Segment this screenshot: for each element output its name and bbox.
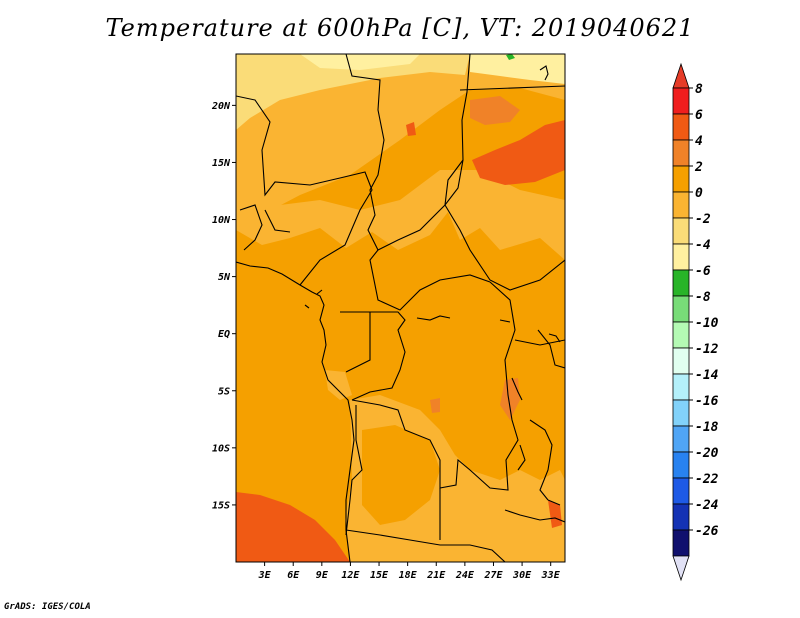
field-top-right-pale bbox=[470, 54, 565, 84]
colorbar-label: 8 bbox=[695, 82, 703, 97]
border-central-1 bbox=[369, 249, 491, 311]
field-far-north-pale bbox=[300, 54, 420, 70]
colorbar-swatch bbox=[672, 347, 690, 375]
field-ne-warm bbox=[472, 120, 565, 185]
colorbar-swatch bbox=[672, 217, 690, 245]
colorbar-label: -10 bbox=[695, 316, 719, 331]
colorbar-swatch bbox=[672, 191, 690, 219]
colorbar-label: -14 bbox=[695, 368, 719, 383]
colorbar-swatch bbox=[672, 321, 690, 349]
longitude-axis: 3E 6E 9E 12E 15E 18E 21E 24E 27E 30E 33E bbox=[258, 562, 561, 581]
colorbar-swatch bbox=[672, 165, 690, 193]
credit-label: GrADS: IGES/COLA bbox=[4, 602, 91, 612]
field-east-spot-1 bbox=[500, 378, 520, 420]
field-sw-warm bbox=[236, 492, 350, 562]
colorbar-swatch bbox=[672, 529, 690, 557]
lat-tick-label: EQ bbox=[218, 329, 230, 340]
coastline bbox=[236, 261, 355, 562]
field-north-mild bbox=[236, 170, 565, 260]
border-east-1 bbox=[444, 159, 565, 291]
colorbar-label: -12 bbox=[695, 342, 719, 357]
colorbar-label: -18 bbox=[695, 420, 719, 435]
country-borders bbox=[236, 54, 565, 562]
field-ne-warm-2 bbox=[470, 96, 520, 125]
lake-1 bbox=[416, 315, 451, 321]
colorbar-label: -26 bbox=[695, 524, 719, 539]
field-east-spot-2 bbox=[548, 500, 562, 528]
colorbar-swatch bbox=[672, 87, 690, 115]
colorbar-swatch bbox=[672, 373, 690, 401]
lat-tick-label: 5N bbox=[218, 272, 231, 283]
border-drc-east bbox=[351, 281, 519, 491]
field-far-north bbox=[236, 54, 470, 130]
border-south-1 bbox=[345, 529, 506, 562]
field-east-spot-3 bbox=[406, 122, 416, 136]
colorbar-label: -2 bbox=[695, 212, 711, 227]
lon-tick-label: 18E bbox=[399, 570, 418, 581]
border-east-lakes bbox=[514, 329, 565, 501]
lon-tick-label: 21E bbox=[426, 570, 446, 581]
colorbar: 8 6 4 2 0 -2 -4 -6 -8 -10 -12 -14 -16 -18 -20 -22 -24 -26 bbox=[672, 62, 719, 582]
border-central-2 bbox=[340, 311, 406, 401]
field-coast-mild bbox=[325, 370, 352, 400]
colorbar-bottom-arrow bbox=[672, 555, 690, 582]
colorbar-swatch bbox=[672, 269, 690, 297]
lat-tick-label: 10S bbox=[212, 443, 230, 454]
lat-tick-label: 20N bbox=[211, 101, 231, 112]
border-north-1 bbox=[236, 95, 373, 286]
border-north-3 bbox=[459, 85, 565, 91]
field-center-spot bbox=[430, 398, 440, 413]
colorbar-swatch bbox=[672, 295, 690, 323]
border-angola bbox=[345, 405, 363, 536]
colorbar-label: 6 bbox=[695, 108, 703, 123]
latitude-axis: 20N 15N 10N 5N EQ 5S 10S 15S bbox=[211, 101, 236, 511]
temperature-field bbox=[236, 54, 565, 562]
lon-tick-label: 12E bbox=[341, 570, 360, 581]
colorbar-label: -22 bbox=[695, 472, 719, 487]
field-green-spot bbox=[506, 54, 515, 60]
colorbar-swatch bbox=[672, 477, 690, 505]
border-north-2 bbox=[345, 54, 471, 251]
colorbar-swatch bbox=[672, 503, 690, 531]
colorbar-swatch bbox=[672, 243, 690, 271]
lat-tick-label: 15S bbox=[212, 500, 230, 511]
colorbar-label: -24 bbox=[695, 498, 719, 513]
field-south-core bbox=[362, 425, 440, 525]
colorbar-label: -20 bbox=[695, 446, 719, 461]
colorbar-label: 2 bbox=[694, 160, 703, 175]
lon-tick-label: 33E bbox=[541, 570, 561, 581]
colorbar-label: 0 bbox=[695, 186, 703, 201]
colorbar-swatch bbox=[672, 113, 690, 141]
border-south-3 bbox=[504, 509, 565, 523]
lon-tick-label: 3E bbox=[258, 570, 272, 581]
colorbar-top-arrow bbox=[672, 62, 690, 89]
colorbar-swatch bbox=[672, 139, 690, 167]
colorbar-label: 4 bbox=[695, 134, 703, 149]
colorbar-label: -16 bbox=[695, 394, 719, 409]
lon-tick-label: 9E bbox=[316, 570, 329, 581]
lon-tick-label: 6E bbox=[287, 570, 300, 581]
lat-tick-label: 15N bbox=[212, 158, 231, 169]
colorbar-swatch bbox=[672, 399, 690, 427]
lon-tick-label: 15E bbox=[370, 570, 389, 581]
colorbar-label: -6 bbox=[695, 264, 711, 279]
coast-east-top bbox=[539, 65, 549, 81]
lat-tick-label: 10N bbox=[212, 215, 231, 226]
border-small bbox=[239, 204, 561, 506]
colorbar-swatch bbox=[672, 451, 690, 479]
lon-tick-label: 30E bbox=[512, 570, 532, 581]
border-central-3 bbox=[345, 312, 371, 373]
field-north-cool bbox=[236, 54, 565, 230]
lon-tick-label: 24E bbox=[455, 570, 475, 581]
map-title: Temperature at 600hPa [C], VT: 201904062… bbox=[105, 14, 695, 42]
lon-tick-label: 27E bbox=[483, 570, 503, 581]
lat-tick-label: 5S bbox=[218, 386, 230, 397]
map-frame bbox=[235, 53, 566, 563]
lake-2 bbox=[304, 289, 561, 401]
colorbar-label: -4 bbox=[695, 238, 711, 253]
colorbar-label: -8 bbox=[695, 290, 711, 305]
colorbar-swatch bbox=[672, 425, 690, 453]
